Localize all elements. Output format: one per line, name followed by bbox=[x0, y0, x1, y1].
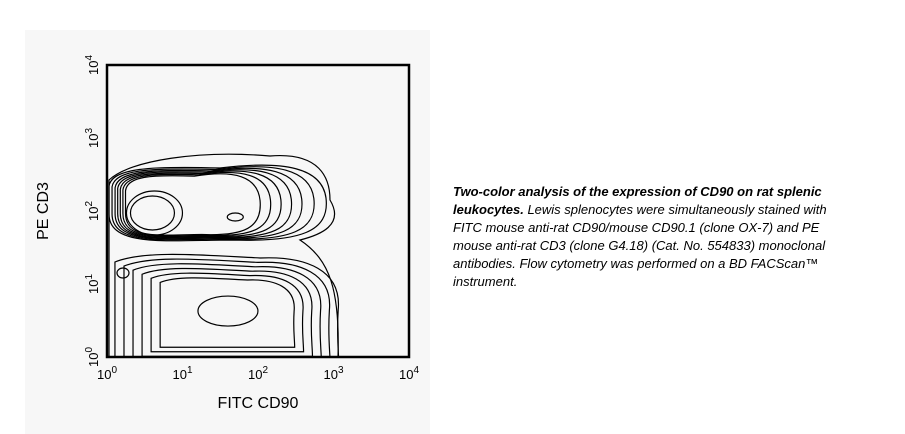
contour-line-upper bbox=[126, 174, 261, 235]
contour-line-lower bbox=[142, 268, 312, 356]
contour-line-lower bbox=[133, 264, 321, 361]
contour-line-outer bbox=[108, 153, 339, 357]
x-axis-label: FITC CD90 bbox=[218, 395, 299, 412]
x-tick-label: 103 bbox=[323, 365, 343, 382]
contour-line-lower-peak bbox=[197, 295, 259, 327]
x-tick-label: 100 bbox=[97, 365, 117, 382]
contour-line-island bbox=[116, 267, 130, 279]
y-tick-label: 103 bbox=[84, 128, 101, 148]
y-tick-label: 101 bbox=[84, 274, 101, 294]
y-tick-label: 100 bbox=[84, 347, 101, 367]
plot-frame bbox=[105, 63, 411, 359]
contour-line-lower bbox=[151, 273, 303, 352]
contour-line-upper bbox=[118, 170, 292, 238]
contour-line-upper bbox=[123, 172, 271, 236]
contour-line-lower bbox=[160, 278, 295, 347]
caption-body: Lewis splenocytes were simultaneously st… bbox=[453, 202, 827, 289]
figure-caption: Two-color analysis of the expression of … bbox=[453, 183, 853, 291]
y-tick-label: 104 bbox=[84, 55, 101, 75]
x-tick-label: 102 bbox=[248, 365, 268, 382]
y-tick-label: 102 bbox=[84, 201, 101, 221]
contour-line-secondary-peak bbox=[226, 212, 244, 222]
caption-title: Two-color analysis of the expression of … bbox=[453, 184, 822, 217]
x-tick-label: 101 bbox=[172, 365, 192, 382]
contour-line-upper bbox=[112, 167, 314, 240]
figure-panel bbox=[25, 30, 430, 434]
contour-line-upper bbox=[109, 165, 326, 241]
contour-line-lower bbox=[124, 259, 330, 365]
contour-line-upper bbox=[115, 168, 302, 238]
contour-line-upper-peak bbox=[125, 190, 184, 236]
contour-line-upper bbox=[120, 171, 281, 237]
contour-line-upper-peak bbox=[129, 195, 176, 231]
x-tick-label: 104 bbox=[399, 365, 419, 382]
y-axis-label: PE CD3 bbox=[35, 182, 52, 240]
